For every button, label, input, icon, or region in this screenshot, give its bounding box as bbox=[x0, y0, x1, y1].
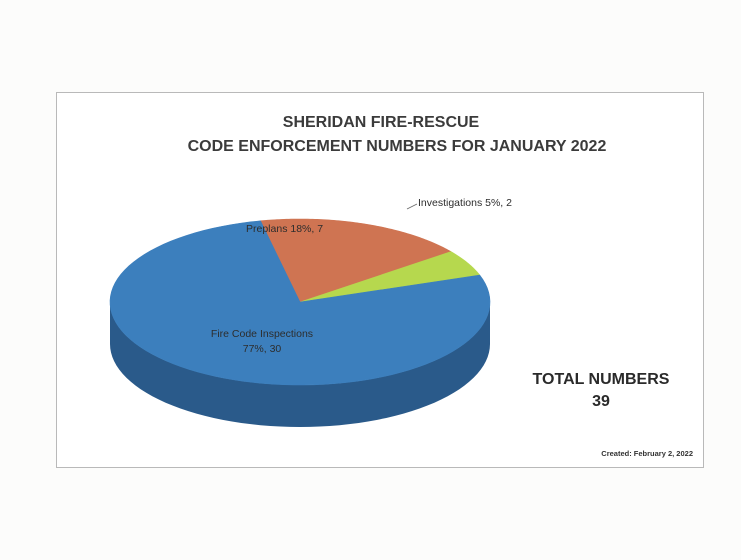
pie-slice-preplans bbox=[260, 218, 452, 303]
pie-side-fire-code-inspections bbox=[110, 302, 490, 427]
pie-slice-investigations bbox=[299, 251, 481, 303]
chart-title: SHERIDAN FIRE-RESCUE bbox=[283, 114, 480, 131]
investigations-leader-line bbox=[406, 203, 418, 210]
pie-top-group bbox=[109, 218, 491, 386]
pie-slice-fire-code-inspections bbox=[109, 220, 491, 386]
chart-frame: SHERIDAN FIRE-RESCUE CODE ENFORCEMENT NU… bbox=[56, 92, 704, 468]
preplans-label: Preplans 18%, 7 bbox=[246, 223, 323, 235]
fire-code-label-line1: Fire Code Inspections bbox=[211, 328, 313, 340]
investigations-label: Investigations 5%, 2 bbox=[418, 197, 512, 209]
created-date: Created: February 2, 2022 bbox=[601, 449, 693, 458]
pie-side-group bbox=[110, 302, 490, 427]
total-label: TOTAL NUMBERS bbox=[533, 371, 670, 388]
pie-chart: SHERIDAN FIRE-RESCUE CODE ENFORCEMENT NU… bbox=[109, 114, 693, 458]
chart-subtitle: CODE ENFORCEMENT NUMBERS FOR JANUARY 202… bbox=[188, 138, 607, 155]
fire-code-label-line2: 77%, 30 bbox=[243, 343, 282, 355]
total-value: 39 bbox=[592, 393, 610, 410]
